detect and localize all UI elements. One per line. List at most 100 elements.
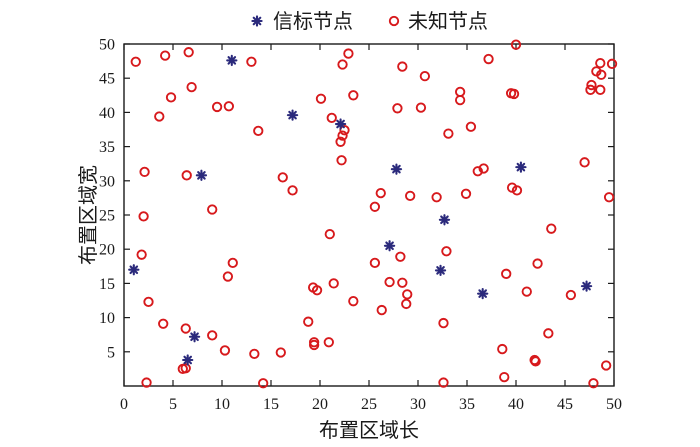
unknown-node-point-92	[588, 378, 599, 389]
unknown-node-point-14	[183, 47, 194, 58]
unknown-node-point-85	[532, 258, 543, 269]
y-tick-label-4: 25	[99, 208, 115, 225]
beacon-node-point-12	[515, 161, 527, 173]
unknown-node-point-71	[472, 166, 483, 177]
unknown-node-point-50	[375, 187, 386, 199]
beacon-node-point-9	[434, 264, 447, 277]
y-axis-label: 布置区域宽	[77, 165, 100, 265]
unknown-node-point-19	[219, 345, 231, 356]
unknown-node-point-54	[395, 251, 406, 262]
unknown-node-point-35	[315, 93, 327, 104]
y-tick-label-8: 45	[99, 71, 115, 88]
beacon-node-point-11	[477, 288, 489, 300]
unknown-node-point-34	[311, 285, 323, 296]
unknown-node-point-33	[308, 337, 320, 348]
unknown-node-point-49	[369, 257, 381, 269]
unknown-node-point-96	[596, 69, 607, 80]
x-axis-label: 布置区域长	[319, 419, 419, 442]
unknown-node-point-69	[460, 188, 472, 199]
unknown-node-point-91	[586, 79, 597, 91]
x-tick-label-6: 30	[410, 396, 426, 413]
unknown-node-point-86	[543, 328, 554, 339]
beacon-node-point-6	[334, 118, 347, 130]
beacon-node-point-8	[390, 163, 403, 175]
x-tick-label-3: 15	[263, 396, 279, 413]
y-tick-label-1: 10	[99, 310, 115, 327]
unknown-node-point-29	[287, 185, 298, 196]
unknown-node-point-75	[499, 371, 510, 383]
unknown-node-point-15	[186, 81, 197, 93]
y-tick-label-6: 35	[99, 139, 115, 156]
x-tick-label-2: 10	[214, 396, 230, 413]
unknown-node-point-65	[441, 246, 452, 257]
unknown-node-point-36	[323, 337, 334, 348]
unknown-node-point-26	[258, 378, 269, 389]
unknown-node-point-3	[139, 166, 150, 178]
y-axis-tick-labels: 5 10 15 20 25 30 35 40 45 50	[99, 37, 115, 362]
y-tick-label-7: 40	[99, 105, 115, 122]
unknown-node-point-44	[339, 125, 350, 136]
x-tick-label-5: 25	[361, 396, 377, 413]
unknown-node-point-62	[431, 192, 442, 203]
unknown-node-point-12	[180, 323, 191, 334]
y-tick-label-3: 20	[99, 242, 115, 259]
unknown-node-point-67	[454, 86, 466, 98]
legend-beacon-label: 信标节点	[273, 10, 353, 33]
data-points	[128, 39, 618, 389]
unknown-node-point-40	[335, 136, 346, 147]
beacon-node-point-7	[383, 240, 396, 252]
unknown-node-point-72	[478, 163, 489, 174]
unknown-node-point-28	[277, 172, 288, 183]
beacon-node-point-10	[438, 214, 451, 226]
unknown-node-point-47	[348, 90, 359, 101]
unknown-node-point-1	[136, 249, 147, 260]
unknown-node-point-23	[246, 56, 257, 67]
unknown-node-point-95	[595, 84, 606, 95]
unknown-node-point-38	[326, 112, 337, 124]
x-tick-label-1: 5	[169, 396, 177, 413]
unknown-node-point-66	[443, 128, 454, 139]
unknown-node-point-79	[508, 88, 520, 100]
legend: 信标节点 未知节点	[251, 10, 488, 33]
unknown-node-point-27	[275, 347, 286, 358]
unknown-node-point-39	[328, 278, 339, 289]
unknown-node-point-41	[336, 155, 347, 166]
unknown-node-point-73	[483, 53, 494, 65]
x-tick-label-10: 50	[606, 396, 622, 413]
x-tick-label-7: 35	[459, 396, 475, 413]
unknown-node-point-90	[585, 84, 596, 95]
legend-unknown-label: 未知节点	[408, 10, 488, 33]
unknown-node-point-20	[222, 271, 234, 282]
y-tick-label-0: 5	[107, 344, 115, 361]
unknown-node-point-52	[384, 276, 395, 288]
x-tick-label-4: 20	[312, 396, 328, 413]
legend-beacon-star	[251, 15, 263, 27]
unknown-node-point-88	[565, 289, 577, 301]
axis-ticks	[123, 43, 615, 386]
unknown-node-point-22	[227, 257, 238, 269]
unknown-node-point-58	[402, 289, 413, 300]
x-tick-label-9: 45	[557, 396, 573, 413]
unknown-node-point-45	[343, 48, 354, 59]
beacon-node-point-1	[182, 354, 194, 366]
y-tick-label-2: 15	[99, 276, 115, 293]
unknown-node-point-68	[454, 94, 466, 106]
unknown-node-point-9	[165, 92, 177, 103]
unknown-node-point-6	[154, 111, 165, 122]
unknown-node-point-89	[579, 157, 590, 168]
unknown-node-point-80	[510, 39, 522, 50]
beacon-node-point-4	[226, 54, 238, 67]
unknown-node-point-57	[401, 298, 412, 310]
unknown-node-point-30	[303, 316, 314, 327]
unknown-node-point-61	[419, 70, 431, 82]
unknown-node-point-53	[392, 103, 403, 114]
unknown-node-point-87	[546, 223, 557, 234]
unknown-node-point-99	[606, 58, 618, 69]
unknown-node-point-11	[180, 363, 191, 374]
legend-unknown-marker	[388, 15, 400, 27]
unknown-node-point-42	[337, 59, 348, 70]
unknown-node-point-59	[405, 190, 416, 201]
unknown-node-point-21	[223, 101, 235, 112]
beacon-node-point-3	[195, 169, 208, 181]
